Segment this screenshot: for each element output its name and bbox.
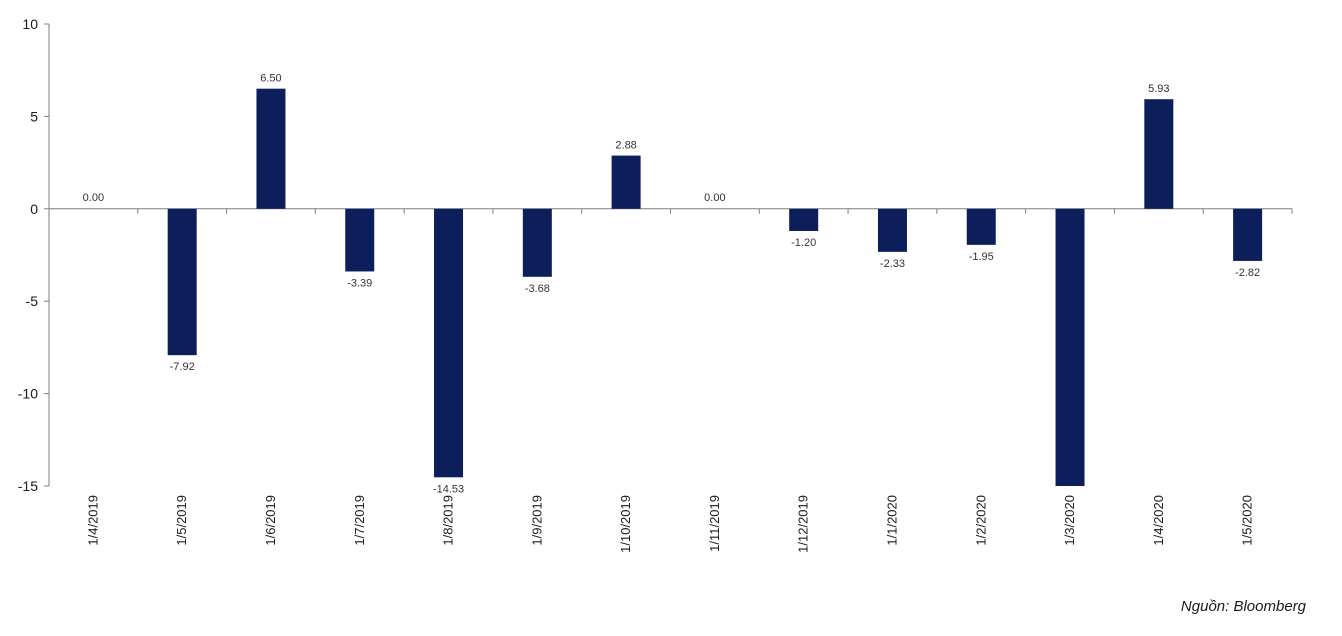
bar-1-4-2020 xyxy=(1144,99,1174,209)
data-label: -2.33 xyxy=(880,258,905,270)
x-tick-label: 1/12/2019 xyxy=(796,495,811,553)
data-label: -7.92 xyxy=(170,361,195,373)
bar-1-7-2019 xyxy=(345,208,375,272)
y-tick-label: -15 xyxy=(18,478,38,494)
x-tick-label: 1/6/2019 xyxy=(263,495,278,546)
bar-1-3-2020 xyxy=(1055,208,1085,487)
source-note: Nguồn: Bloomberg xyxy=(1180,598,1306,615)
y-tick-label: -10 xyxy=(18,386,38,402)
y-tick-label: 10 xyxy=(22,16,38,32)
bars-layer xyxy=(167,88,1263,487)
bar-1-6-2019 xyxy=(256,88,286,209)
data-label: 0.00 xyxy=(704,192,725,204)
bar-1-12-2019 xyxy=(789,208,819,231)
data-label: 5.93 xyxy=(1148,83,1169,95)
x-tick-label: 1/9/2019 xyxy=(529,495,544,546)
x-tick-label: 1/7/2019 xyxy=(352,495,367,546)
y-tick-label: -5 xyxy=(26,293,39,309)
bar-1-8-2019 xyxy=(434,208,464,478)
x-tick-label: 1/5/2019 xyxy=(174,495,189,546)
bar-1-9-2019 xyxy=(522,208,552,277)
x-tick-label: 1/8/2019 xyxy=(441,495,456,546)
x-tick-label: 1/2/2020 xyxy=(973,495,988,546)
data-label: 6.50 xyxy=(260,73,281,85)
bar-1-10-2019 xyxy=(611,155,641,209)
axis-layer: 10 5 0 -5 -10 -15 xyxy=(18,16,1293,494)
bar-1-5-2019 xyxy=(167,208,197,356)
bar-1-1-2020 xyxy=(877,208,907,252)
data-label: 2.88 xyxy=(615,140,636,152)
data-label: -1.95 xyxy=(969,251,994,263)
x-tick-label: 1/11/2019 xyxy=(707,495,722,552)
bar-1-5-2020 xyxy=(1233,208,1263,261)
bar-1-2-2020 xyxy=(966,208,996,245)
x-tick-label: 1/5/2020 xyxy=(1240,495,1255,546)
y-tick-label: 5 xyxy=(30,108,38,124)
x-tick-label: 1/4/2020 xyxy=(1151,495,1166,546)
x-tick-label: 1/3/2020 xyxy=(1062,495,1077,546)
x-tick-label: 1/1/2020 xyxy=(884,495,899,546)
data-label: 0.00 xyxy=(83,192,104,204)
labels-layer: 0.00 1/4/2019 -7.92 1/5/2019 6.50 1/6/2019 -3.… xyxy=(83,73,1260,553)
data-label: -3.39 xyxy=(347,277,372,289)
data-label: -3.68 xyxy=(525,283,550,295)
data-label: -2.82 xyxy=(1235,267,1260,279)
data-label: -14.53 xyxy=(433,483,464,495)
data-label: -1.20 xyxy=(791,237,816,249)
x-tick-label: 1/10/2019 xyxy=(618,495,633,553)
x-tick-label: 1/4/2019 xyxy=(85,495,100,546)
y-tick-label: 0 xyxy=(30,201,38,217)
